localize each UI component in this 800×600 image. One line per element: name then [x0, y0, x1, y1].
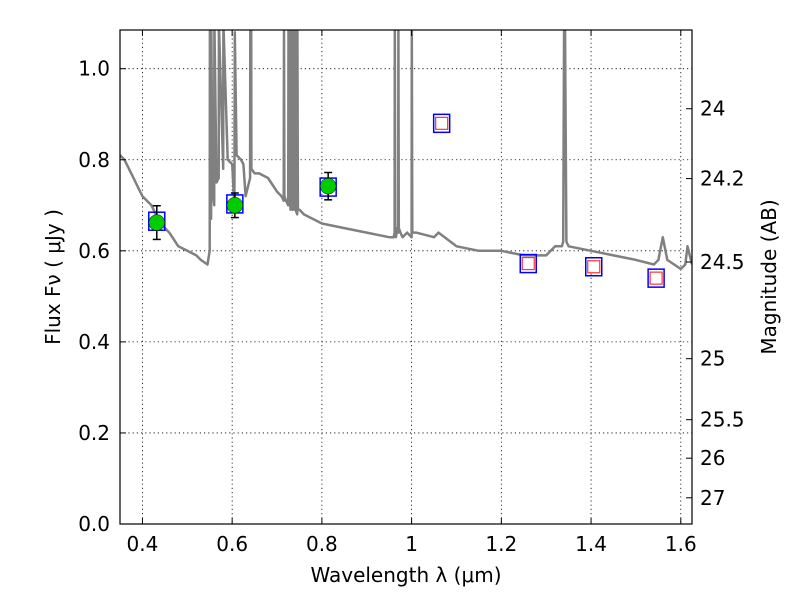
x-axis-label: Wavelength λ (μm) — [310, 563, 501, 587]
upper-limit-marker — [435, 116, 449, 130]
y-tick-label: 0.2 — [78, 421, 110, 445]
right-tick-label: 26 — [700, 446, 725, 470]
model-photometry-marker — [519, 253, 538, 274]
y-tick-label: 0.0 — [78, 512, 110, 536]
x-tick-label: 0.6 — [216, 532, 248, 556]
right-tick-label: 25 — [700, 347, 725, 371]
right-tick-label: 25.5 — [700, 408, 745, 432]
model-photometry-marker — [585, 257, 603, 277]
upper-limit-marker — [649, 271, 663, 285]
y-tick-label: 0.8 — [78, 148, 110, 172]
model-photometry-marker — [432, 113, 451, 134]
detection-marker — [226, 197, 244, 214]
right-tick-label: 27 — [700, 486, 725, 510]
detection-marker — [148, 214, 166, 231]
right-tick-label: 24 — [700, 97, 725, 121]
x-tick-label: 1.6 — [665, 532, 697, 556]
upper-limit-marker — [521, 256, 535, 271]
x-tick-label: 1.2 — [485, 532, 517, 556]
detection-marker — [319, 177, 337, 195]
x-tick-label: 1.4 — [575, 532, 607, 556]
tick-layer: 0.4 0.6 0.8 1 1.2 1.4 1.6 0.0 0.2 0.4 0.6 0.8 1.0 24 2… — [78, 30, 745, 556]
right-tick-label: 24.5 — [700, 250, 745, 274]
y-tick-label: 0.4 — [78, 330, 110, 354]
model-photometry-marker — [647, 268, 665, 288]
model-spectrum-line — [120, 30, 692, 271]
x-tick-label: 0.4 — [127, 532, 159, 556]
right-tick-label: 24.2 — [700, 167, 745, 191]
y-axis-label: Flux Fν ( μJy ) — [41, 209, 65, 345]
data-layer — [120, 30, 692, 288]
right-axis-label: Magnitude (AB) — [757, 199, 781, 354]
grid-layer — [120, 30, 692, 525]
y-tick-label: 1.0 — [78, 57, 110, 81]
y-tick-label: 0.6 — [78, 239, 110, 263]
upper-limit-marker — [587, 260, 601, 274]
x-tick-label: 1 — [405, 532, 418, 556]
plot-frame — [119, 29, 693, 525]
x-tick-label: 0.8 — [306, 532, 338, 556]
